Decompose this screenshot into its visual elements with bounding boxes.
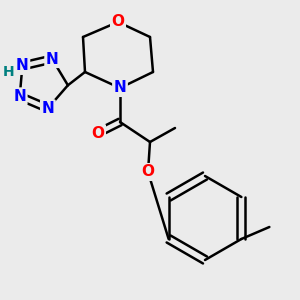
Text: N: N — [114, 80, 126, 95]
Text: H: H — [3, 65, 14, 79]
Text: O: O — [112, 14, 124, 29]
Text: O: O — [142, 164, 154, 179]
Text: O: O — [92, 125, 104, 140]
Text: N: N — [46, 52, 58, 67]
Text: N: N — [16, 58, 29, 74]
Text: N: N — [41, 101, 54, 116]
Text: N: N — [13, 89, 26, 104]
